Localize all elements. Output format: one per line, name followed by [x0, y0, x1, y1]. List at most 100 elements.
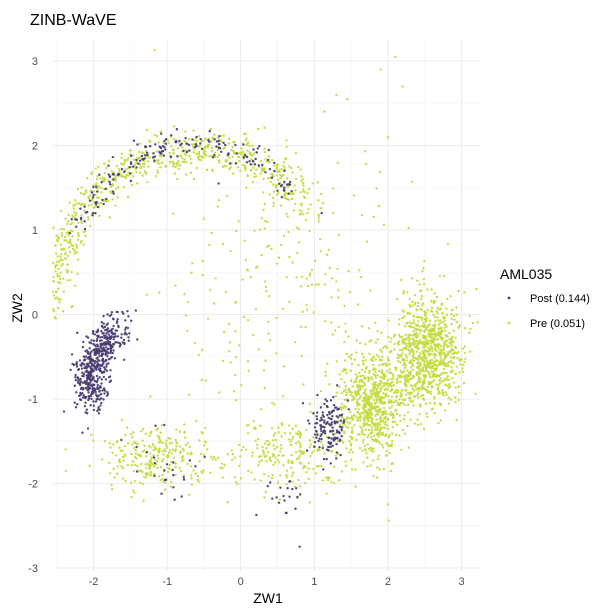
scatter-point	[351, 431, 354, 434]
scatter-point	[437, 389, 441, 393]
scatter-point	[105, 365, 108, 368]
scatter-point	[176, 177, 179, 181]
scatter-point	[349, 448, 353, 451]
scatter-point	[196, 475, 200, 478]
scatter-point	[435, 367, 438, 371]
scatter-point	[78, 383, 82, 387]
scatter-point	[318, 237, 322, 241]
scatter-point	[120, 152, 123, 156]
scatter-point	[411, 300, 414, 304]
scatter-point	[308, 438, 312, 442]
scatter-point	[366, 399, 369, 403]
scatter-point	[362, 422, 365, 425]
scatter-point	[121, 466, 125, 470]
scatter-point	[74, 376, 77, 379]
scatter-point	[131, 436, 134, 439]
scatter-point	[102, 331, 105, 335]
scatter-point	[327, 477, 331, 480]
scatter-point	[419, 352, 422, 355]
scatter-point	[280, 174, 284, 177]
scatter-point	[124, 328, 127, 331]
scatter-point	[448, 383, 451, 386]
scatter-point	[318, 437, 321, 440]
scatter-point	[356, 419, 359, 422]
scatter-point	[264, 158, 267, 161]
scatter-point	[328, 383, 331, 386]
scatter-point	[247, 469, 250, 473]
scatter-point	[249, 158, 253, 161]
scatter-point	[283, 432, 287, 435]
scatter-point	[377, 413, 380, 416]
scatter-point	[360, 380, 364, 384]
scatter-point	[396, 374, 400, 378]
scatter-point	[108, 337, 112, 340]
scatter-point	[349, 393, 352, 397]
scatter-point	[95, 201, 99, 204]
scatter-point	[109, 349, 113, 352]
scatter-point	[132, 165, 135, 168]
scatter-point	[375, 388, 378, 391]
scatter-point	[401, 342, 405, 345]
scatter-point	[421, 393, 425, 397]
scatter-point	[183, 152, 186, 155]
scatter-point	[116, 318, 119, 321]
scatter-point	[425, 367, 428, 371]
scatter-point	[401, 316, 404, 320]
scatter-point	[64, 251, 67, 254]
scatter-point	[207, 139, 210, 142]
scatter-point	[106, 351, 110, 355]
scatter-point	[447, 345, 451, 348]
scatter-point	[394, 409, 397, 412]
scatter-point	[320, 416, 323, 420]
scatter-point	[144, 476, 148, 479]
scatter-point	[363, 403, 366, 406]
scatter-point	[155, 460, 159, 463]
scatter-point	[147, 165, 150, 168]
scatter-point	[79, 377, 82, 381]
scatter-point	[107, 347, 110, 351]
scatter-point	[408, 397, 412, 400]
scatter-point	[202, 152, 206, 156]
scatter-point	[210, 231, 213, 235]
scatter-point	[358, 425, 362, 428]
scatter-point	[428, 365, 431, 369]
scatter-point	[316, 181, 319, 184]
scatter-point	[429, 309, 433, 313]
scatter-point	[280, 423, 284, 427]
scatter-point	[101, 198, 104, 202]
scatter-point	[61, 263, 65, 266]
scatter-point	[256, 127, 260, 131]
scatter-point	[285, 275, 288, 279]
scatter-point	[186, 462, 189, 466]
scatter-point	[384, 394, 388, 397]
scatter-point	[418, 356, 422, 359]
scatter-point	[390, 405, 394, 408]
scatter-point	[351, 398, 354, 402]
scatter-point	[222, 359, 225, 363]
scatter-point	[112, 349, 115, 352]
scatter-point	[138, 156, 142, 159]
scatter-point	[422, 427, 426, 431]
scatter-point	[93, 350, 97, 354]
scatter-point	[98, 354, 101, 358]
scatter-point	[292, 209, 296, 212]
scatter-point	[224, 164, 228, 168]
scatter-point	[350, 415, 353, 418]
scatter-point	[355, 377, 359, 380]
scatter-point	[379, 416, 382, 419]
scatter-point	[378, 364, 381, 367]
scatter-point	[116, 186, 120, 189]
scatter-point	[362, 381, 366, 385]
scatter-point	[429, 339, 433, 342]
scatter-point	[83, 209, 86, 212]
scatter-point	[427, 380, 431, 384]
scatter-point	[330, 296, 333, 299]
scatter-point	[390, 388, 394, 391]
scatter-point	[363, 384, 367, 387]
scatter-point	[136, 464, 139, 468]
scatter-point	[106, 322, 110, 325]
scatter-point	[441, 321, 445, 324]
scatter-point	[130, 172, 134, 175]
scatter-point	[433, 348, 437, 351]
scatter-point	[133, 163, 137, 166]
